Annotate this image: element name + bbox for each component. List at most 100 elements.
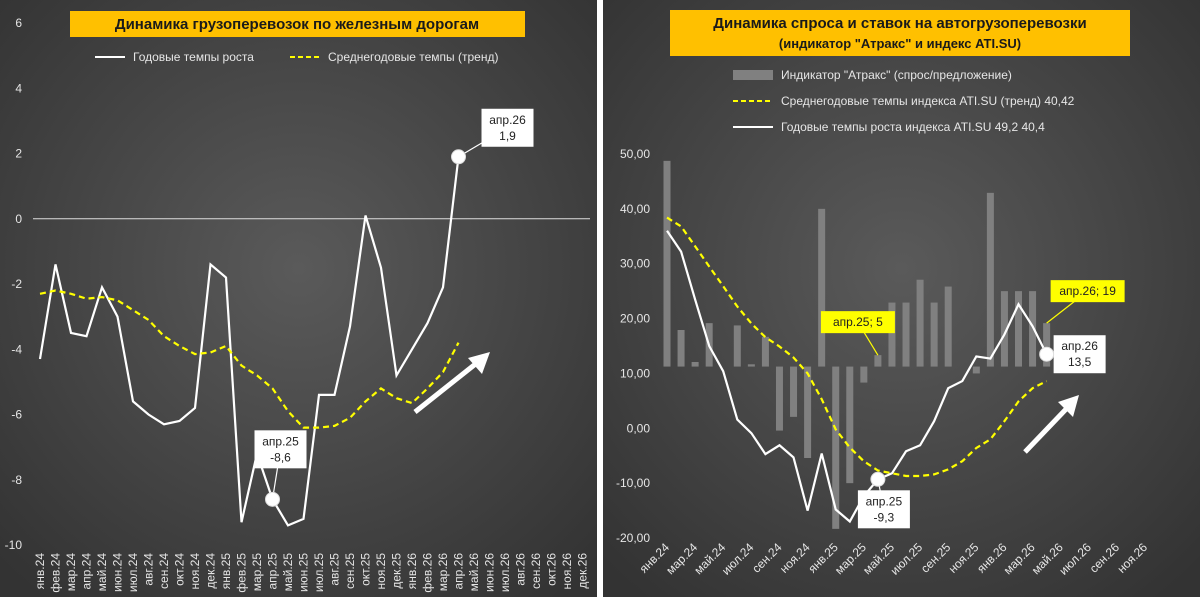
x-tick-label: сен.26 — [529, 553, 543, 589]
chart: Динамика грузоперевозок по железным доро… — [0, 0, 597, 597]
y-tick-label: 0 — [15, 212, 22, 226]
bar — [1000, 291, 1008, 367]
trend-arrow-head — [468, 352, 490, 374]
y-tick-label: -4 — [11, 342, 22, 356]
x-tick-label: апр.24 — [80, 553, 94, 590]
series-line — [39, 289, 460, 429]
x-tick-label: май.25 — [281, 553, 295, 592]
point-marker — [265, 491, 280, 507]
x-tick-label: ноя.24 — [188, 553, 202, 590]
y-tick-label: -2 — [11, 277, 22, 291]
callout-box — [820, 311, 895, 334]
y-tick-label: 30,00 — [620, 257, 650, 271]
data-label: апр.25 -8,6 — [262, 434, 299, 464]
x-tick-label: янв.26 — [405, 553, 419, 590]
bar — [902, 302, 910, 367]
callout-box — [857, 490, 910, 529]
x-tick-label: мар.25 — [250, 553, 264, 592]
bar — [860, 366, 868, 383]
left-panel: Динамика грузоперевозок по железным доро… — [0, 0, 597, 597]
x-tick-label: сен.24 — [157, 553, 171, 589]
series-line — [38, 156, 460, 527]
x-tick-label: июл.25 — [312, 553, 326, 592]
bar — [1015, 291, 1022, 367]
x-tick-label: янв.25 — [219, 553, 233, 590]
y-tick-label: -10 — [5, 538, 23, 552]
y-tick-label: 20,00 — [620, 312, 650, 326]
y-tick-label: -6 — [11, 408, 22, 422]
legend-label: Среднегодовые темпы индекса ATI.SU (трен… — [781, 94, 1075, 108]
bar — [733, 325, 741, 367]
x-tick-label: апр.26 — [452, 553, 466, 590]
bar — [944, 286, 952, 367]
bar — [1029, 291, 1037, 367]
trend-arrow — [1023, 404, 1071, 454]
point-marker — [1039, 346, 1055, 362]
y-tick-label: -8 — [11, 473, 22, 487]
title-box — [670, 10, 1130, 56]
callout-box — [1050, 280, 1125, 303]
trend-arrow-head — [1058, 395, 1079, 417]
x-tick-label: июн.25 — [297, 553, 311, 592]
bar — [691, 362, 699, 367]
x-tick-label: май.26 — [467, 553, 481, 592]
x-tick-label: авг.24 — [142, 553, 156, 586]
legend-label: Годовые темпы роста — [133, 50, 254, 64]
callout-box — [481, 108, 534, 147]
x-tick-label: июн.24 — [111, 553, 125, 592]
y-tick-label: 6 — [15, 16, 22, 30]
x-tick-label: окт.26 — [545, 553, 559, 586]
point-marker — [451, 149, 466, 165]
bar — [818, 208, 826, 367]
callout-box — [254, 430, 307, 469]
bar — [972, 366, 980, 374]
data-label: апр.25 -9,3 — [866, 494, 903, 524]
x-tick-label: дек.24 — [204, 553, 218, 589]
x-tick-label: авг.26 — [514, 553, 528, 586]
legend-label: Годовые темпы роста индекса ATI.SU 49,2 … — [781, 120, 1045, 134]
bar — [663, 160, 671, 367]
x-tick-label: дек.26 — [576, 553, 590, 589]
chart-title: Динамика грузоперевозок по железным доро… — [115, 16, 479, 33]
x-tick-label: ноя.26 — [560, 553, 574, 590]
data-label: апр.26 1,9 — [489, 113, 526, 143]
bar — [790, 366, 798, 417]
series-line — [666, 230, 1048, 524]
bar — [747, 364, 755, 367]
chart: Динамика спроса и ставок на автогрузопер… — [603, 0, 1200, 597]
y-tick-label: -10,00 — [616, 476, 650, 490]
bar — [775, 366, 783, 431]
legend-label: Индикатор "Атракс" (спрос/предложение) — [781, 68, 1012, 82]
x-tick-label: апр.25 — [266, 553, 280, 590]
x-tick-label: дек.25 — [390, 553, 404, 589]
x-tick-label: июл.26 — [498, 553, 512, 592]
series-line — [666, 216, 1048, 478]
x-tick-label: сен.25 — [343, 553, 357, 589]
chart-subtitle: (индикатор "Атракс" и индекс ATI.SU) — [779, 36, 1021, 51]
x-tick-label: окт.24 — [173, 553, 187, 586]
legend-swatch — [733, 70, 773, 80]
title-box — [70, 11, 525, 37]
x-tick-label: фев.25 — [235, 553, 249, 593]
y-tick-label: 10,00 — [620, 366, 650, 380]
y-tick-label: 0,00 — [627, 421, 651, 435]
bar — [677, 330, 685, 367]
x-tick-label: фев.26 — [421, 553, 435, 593]
callout-box — [1053, 335, 1106, 374]
x-tick-label: янв.24 — [33, 553, 47, 590]
x-tick-label: май.24 — [95, 553, 109, 592]
bar — [761, 336, 769, 367]
bar — [846, 366, 854, 484]
x-tick-label: фев.24 — [49, 553, 63, 593]
y-tick-label: -20,00 — [616, 531, 650, 545]
x-tick-label: авг.25 — [328, 553, 342, 586]
y-tick-label: 2 — [15, 147, 22, 161]
data-label: апр.25; 5 — [833, 315, 883, 329]
bar — [804, 366, 812, 458]
y-tick-label: 40,00 — [620, 202, 650, 216]
point-marker — [870, 471, 886, 487]
x-tick-label: июл.24 — [126, 553, 140, 592]
x-tick-label: мар.26 — [436, 553, 450, 592]
y-tick-label: 4 — [15, 81, 22, 95]
